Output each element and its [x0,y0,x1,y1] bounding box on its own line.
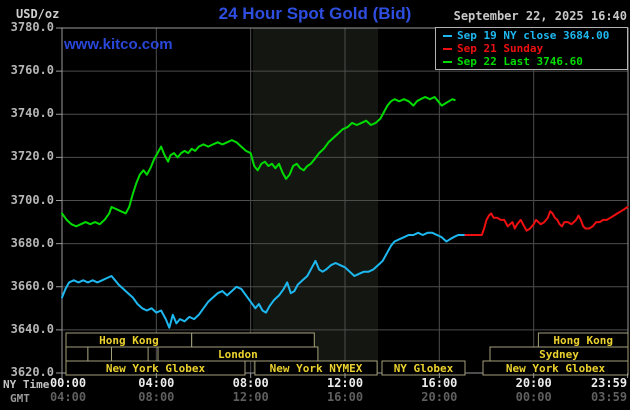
legend-item: Sep 21 Sunday [436,42,627,55]
session-box [191,332,315,348]
x-axis-ny-tick-label: 08:00 [232,376,269,390]
y-axis-tick-label: 3780.0 [10,20,54,34]
x-axis-ny-tick-label: 20:00 [515,376,552,390]
y-axis-tick-label: 3700.0 [10,192,54,207]
legend-dash-icon [443,34,452,37]
y-axis-tick-label: 3640.0 [10,321,54,336]
x-axis-ny-tick-label: 23:59 [590,376,628,390]
legend-label: Sep 19 NY close 3684.00 [457,29,610,42]
x-axis-ny-tick-label: 00:00 [49,376,87,390]
session-label: New York Globex [106,362,206,375]
session-box-new-york-globex [482,360,629,376]
session-label: New York NYMEX [270,362,363,375]
session-label: Hong Kong [553,334,613,347]
legend-item: Sep 19 NY close 3684.00 [436,29,627,42]
x-axis-gmt-tick-label: 12:00 [232,390,269,404]
legend-dash-icon [443,60,452,63]
session-box [111,346,149,362]
session-box-new-york-globex [65,360,246,376]
legend: Sep 19 NY close 3684.00 Sep 21 Sunday Sep … [435,27,628,70]
x-axis-gmt-tick-label: 20:00 [421,390,458,404]
kitco-watermark-link[interactable]: www.kitco.com [64,36,173,53]
series-line-sep-19-ny-close [61,231,467,329]
legend-label: Sep 22 Last 3746.60 [457,55,583,68]
x-axis-ny-tick-label: 16:00 [421,376,458,390]
session-label: Hong Kong [99,334,159,347]
x-axis-gmt-tick-label: 00:00 [515,390,552,404]
session-box [65,346,89,362]
y-axis-tick-label: 3760.0 [10,63,54,78]
x-axis-ny-tick-label: 12:00 [326,376,364,390]
y-axis-tick-label: 3620.0 [10,365,54,379]
legend-label: Sep 21 Sunday [457,42,544,55]
session-label: New York Globex [506,362,606,375]
legend-dash-icon [443,47,452,50]
y-axis-unit-label: USD/oz [16,7,60,21]
x-axis-gmt-tick-label: 03:59 [590,390,628,404]
y-axis-tick-label: 3660.0 [10,278,54,293]
x-axis-ny-time-label: NY Time [3,378,50,391]
session-box-ny-globex [381,360,466,376]
session-box [87,346,113,362]
y-axis-tick-label: 3740.0 [10,106,54,121]
session-label: Sydney [539,348,579,361]
chart-timestamp: September 22, 2025 16:40 [453,9,627,23]
x-axis-ny-tick-label: 04:00 [138,376,175,390]
x-axis-gmt-label: GMT [10,392,30,405]
x-axis-gmt-tick-label: 08:00 [138,390,175,404]
session-label: NY Globex [394,362,454,375]
x-axis-gmt-tick-label: 04:00 [49,390,87,404]
series-line-sep-21-sunday [464,206,629,236]
y-axis-tick-label: 3720.0 [10,149,54,164]
session-label: London [218,348,258,361]
series-line-sep-22-last [61,96,456,228]
legend-item: Sep 22 Last 3746.60 [436,55,627,68]
y-axis-tick-label: 3680.0 [10,235,54,250]
x-axis-gmt-tick-label: 16:00 [326,390,364,404]
session-box-new-york-nymex [254,360,378,376]
page-title: 24 Hour Spot Gold (Bid) [218,4,412,23]
